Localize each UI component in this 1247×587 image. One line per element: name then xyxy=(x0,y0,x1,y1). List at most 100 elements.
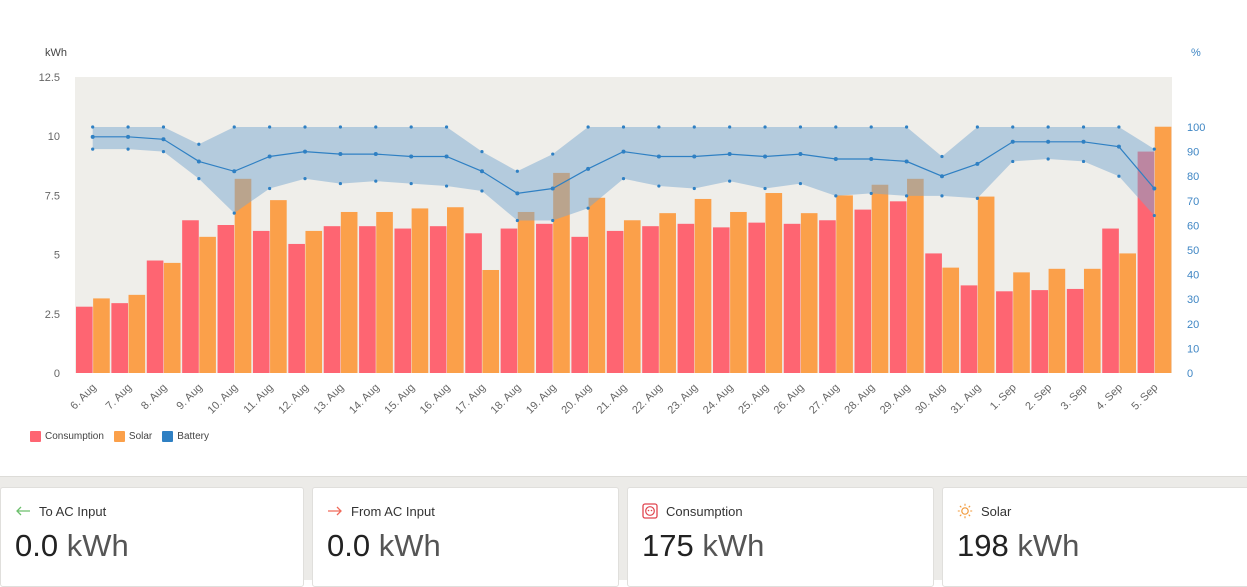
right-tick-label: 70 xyxy=(1187,196,1199,208)
battery-max-point xyxy=(515,169,519,173)
card-from-ac-input-label: From AC Input xyxy=(351,503,435,519)
consumption-bar xyxy=(465,233,482,373)
consumption-bar xyxy=(677,223,695,373)
consumption-bar xyxy=(288,243,305,373)
x-tick-label: 16. Aug xyxy=(418,382,453,417)
battery-max-point xyxy=(1081,125,1086,129)
solar-bar xyxy=(305,230,323,373)
right-tick-label: 0 xyxy=(1187,368,1193,380)
battery-min-point xyxy=(1117,174,1121,178)
card-from-ac-input-number: 0.0 xyxy=(327,528,371,563)
solar-bar xyxy=(411,208,429,373)
battery-average-point xyxy=(444,154,449,159)
right-tick-label: 50 xyxy=(1187,245,1199,257)
battery-max-point xyxy=(551,152,555,156)
battery-average-point xyxy=(409,154,414,159)
consumption-bar xyxy=(712,227,730,373)
legend-consumption-label: Consumption xyxy=(45,431,104,442)
battery-min-point xyxy=(869,191,873,196)
x-tick-label: 9. Aug xyxy=(174,382,205,413)
consumption-bar xyxy=(217,225,235,373)
card-consumption-unit: kWh xyxy=(702,528,765,563)
x-tick-label: 1. Sep xyxy=(988,382,1019,413)
battery-min-point xyxy=(126,147,130,151)
battery-min-point xyxy=(374,179,378,183)
sun-icon xyxy=(957,503,973,519)
solar-bar xyxy=(1048,268,1066,373)
left-tick-label: 7.5 xyxy=(45,190,60,202)
socket-icon xyxy=(642,503,658,519)
x-tick-label: 27. Aug xyxy=(807,382,842,417)
x-tick-label: 15. Aug xyxy=(382,382,417,417)
left-tick-label: 12.5 xyxy=(39,72,60,84)
solar-bar xyxy=(93,298,110,373)
solar-bar xyxy=(270,200,287,373)
battery-average-point xyxy=(975,161,980,166)
battery-min-point xyxy=(303,177,307,181)
battery-average-point xyxy=(727,152,732,157)
battery-min-point xyxy=(1152,213,1156,218)
x-tick-label: 17. Aug xyxy=(453,382,488,417)
consumption-bar xyxy=(642,226,659,373)
right-tick-label: 40 xyxy=(1187,270,1199,282)
solar-bar xyxy=(942,267,960,373)
right-tick-label: 90 xyxy=(1187,147,1199,159)
card-from-ac-input-header: From AC Input xyxy=(327,503,435,519)
card-solar: Solar 198 kWh xyxy=(942,487,1247,587)
x-tick-label: 5. Sep xyxy=(1129,382,1160,413)
consumption-bar xyxy=(252,230,270,373)
consumption-bar xyxy=(571,236,589,373)
card-from-ac-input-unit: kWh xyxy=(378,528,441,563)
solar-bar xyxy=(907,178,924,373)
card-consumption-number: 175 xyxy=(642,528,694,563)
consumption-bar xyxy=(394,228,412,373)
legend-battery-swatch xyxy=(162,431,174,442)
battery-max-point xyxy=(444,125,449,129)
right-tick-label: 100 xyxy=(1187,122,1205,134)
battery-range-band xyxy=(92,127,1155,221)
consumption-bar xyxy=(960,285,978,373)
solar-bar xyxy=(553,172,570,373)
solar-bar xyxy=(1119,253,1136,373)
consumption-bar xyxy=(925,253,942,373)
solar-bar xyxy=(128,294,146,373)
solar-bar xyxy=(659,213,676,373)
arrow-left-icon xyxy=(16,506,30,516)
x-tick-label: 2. Sep xyxy=(1023,382,1054,413)
battery-average-point xyxy=(1010,139,1015,144)
left-tick-label: 5 xyxy=(54,250,60,262)
solar-bar xyxy=(623,220,641,373)
battery-max-point xyxy=(338,125,343,129)
consumption-bar xyxy=(76,306,93,373)
battery-average-point xyxy=(763,154,768,159)
battery-average-point xyxy=(869,156,874,161)
consumption-bar xyxy=(111,303,129,373)
battery-max-point xyxy=(975,125,979,129)
battery-min-point xyxy=(444,184,449,188)
x-tick-label: 29. Aug xyxy=(878,382,913,417)
battery-max-point xyxy=(1046,125,1050,129)
battery-max-point xyxy=(268,125,272,129)
x-tick-label: 28. Aug xyxy=(842,382,877,417)
x-tick-label: 30. Aug xyxy=(913,382,948,417)
card-to-ac-input-unit: kWh xyxy=(66,528,129,563)
battery-min-point xyxy=(338,181,343,186)
battery-average-point xyxy=(373,152,378,157)
battery-max-point xyxy=(409,125,413,129)
x-tick-label: 10. Aug xyxy=(205,382,240,417)
battery-min-point xyxy=(91,147,95,151)
x-tick-label: 22. Aug xyxy=(630,382,665,417)
solar-bar xyxy=(376,211,393,373)
battery-min-point xyxy=(1046,157,1050,161)
solar-bar xyxy=(836,195,853,373)
legend-consumption[interactable]: Consumption xyxy=(30,431,104,442)
battery-max-point xyxy=(480,150,484,154)
battery-min-point xyxy=(763,186,767,191)
battery-max-point xyxy=(374,125,378,129)
legend-battery[interactable]: Battery xyxy=(162,431,209,442)
x-tick-label: 13. Aug xyxy=(312,382,347,417)
legend-solar[interactable]: Solar xyxy=(113,431,152,442)
right-tick-label: 30 xyxy=(1187,294,1199,306)
right-tick-label: 10 xyxy=(1187,343,1199,355)
battery-average-point xyxy=(904,159,909,164)
